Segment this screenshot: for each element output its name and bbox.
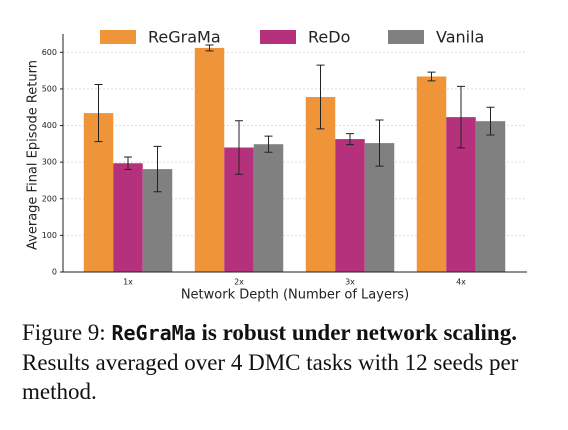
error-bar [124, 156, 132, 170]
bar [416, 76, 447, 272]
caption-bold: is robust under network scaling. [201, 320, 517, 345]
error-bar [205, 44, 214, 52]
error-bar [346, 133, 354, 146]
bar [253, 144, 284, 272]
legend-swatch [260, 30, 296, 44]
caption-label: Figure 9: [22, 320, 106, 345]
legend-swatch [100, 30, 136, 44]
error-bar [94, 84, 103, 143]
legend-swatch [388, 30, 424, 44]
caption: Figure 9: ReGraMa is robust under networ… [22, 318, 552, 406]
chart: Average Final Episode Return Network Dep… [26, 28, 527, 303]
y-tick-label: 300 [42, 158, 57, 167]
y-tick-label: 600 [42, 48, 57, 57]
x-tick-label: 2x [234, 278, 244, 287]
error-bar [375, 119, 384, 167]
error-bar [264, 135, 273, 153]
legend-label: Vanila [436, 28, 484, 47]
y-tick-label: 400 [42, 121, 57, 130]
y-tick-label: 0 [52, 268, 57, 277]
error-bar [153, 145, 162, 193]
legend-label: ReDo [308, 28, 350, 47]
y-axis-label: Average Final Episode Return [26, 60, 41, 250]
x-axis-label: Network Depth (Number of Layers) [181, 288, 409, 303]
bar [475, 121, 506, 272]
error-bar [486, 106, 495, 136]
error-bar [235, 120, 243, 175]
legend-label: ReGraMa [148, 28, 221, 47]
error-bar [457, 85, 465, 149]
bar [335, 139, 365, 272]
error-bar [427, 71, 436, 82]
error-bar [316, 64, 325, 130]
x-tick-label: 1x [123, 278, 133, 287]
x-tick-label: 3x [345, 278, 355, 287]
y-tick-label: 100 [42, 231, 57, 240]
bar [194, 47, 225, 272]
caption-code: ReGraMa [111, 321, 196, 345]
bar [113, 163, 143, 272]
y-tick-label: 200 [42, 194, 57, 203]
x-tick-label: 4x [456, 278, 466, 287]
y-tick-label: 500 [42, 84, 57, 93]
caption-text: Results averaged over 4 DMC tasks with 1… [22, 350, 519, 404]
